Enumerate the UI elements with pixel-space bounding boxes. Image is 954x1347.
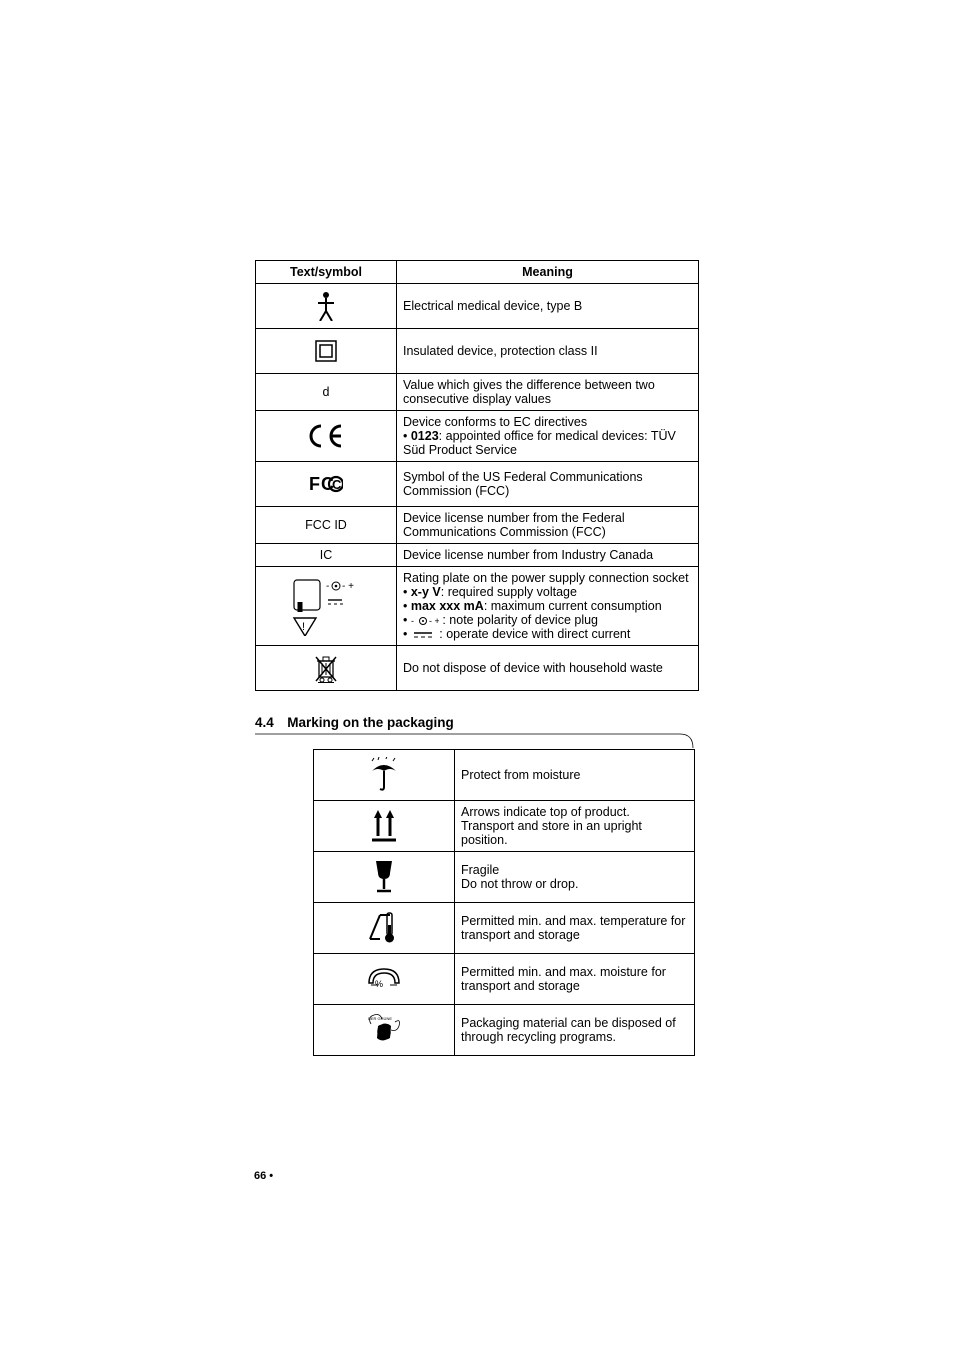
symbol-humidity: % — [314, 954, 455, 1005]
fragile-glass-icon — [372, 859, 396, 893]
fcc-logo-icon: FCC — [309, 473, 343, 495]
symbol-d: d — [256, 374, 397, 411]
meaning-temperature: Permitted min. and max. temperature for … — [455, 903, 695, 954]
person-icon — [312, 291, 340, 321]
symbol-ic: IC — [256, 544, 397, 567]
meaning-fcc: Symbol of the US Federal Communications … — [397, 462, 699, 507]
meaning-ic: Device license number from Industry Cana… — [397, 544, 699, 567]
meaning-class-ii: Insulated device, protection class II — [397, 329, 699, 374]
symbol-fcc: FCC — [256, 462, 397, 507]
double-square-icon — [315, 340, 337, 362]
rating-plate-icon: - - + ! — [286, 576, 366, 636]
svg-text:-: - — [326, 581, 329, 592]
col-header-meaning: Meaning — [397, 261, 699, 284]
section-heading: 4.4 Marking on the packaging — [255, 715, 699, 730]
symbol-weee — [256, 646, 397, 691]
meaning-recycle: Packaging material can be disposed of th… — [455, 1005, 695, 1056]
polarity-icon: - - + — [411, 616, 439, 626]
meaning-humidity: Permitted min. and max. moisture for tra… — [455, 954, 695, 1005]
humidity-range-icon: % — [365, 963, 403, 993]
meaning-weee: Do not dispose of device with household … — [397, 646, 699, 691]
meaning-fcc-id: Device license number from the Federal C… — [397, 507, 699, 544]
symbol-this-way-up — [314, 801, 455, 852]
no-dispose-bin-icon — [312, 653, 340, 683]
meaning-fragile: FragileDo not throw or drop. — [455, 852, 695, 903]
svg-text:- +: - + — [342, 581, 354, 592]
svg-text:%: % — [375, 979, 383, 989]
svg-text:C: C — [332, 477, 342, 492]
svg-text:- +: - + — [429, 616, 439, 626]
meaning-d: Value which gives the difference between… — [397, 374, 699, 411]
recycle-icon: DER GRÜNE — [364, 1012, 404, 1046]
symbol-class-ii — [256, 329, 397, 374]
symbol-type-b — [256, 284, 397, 329]
symbol-rating-plate: - - + ! — [256, 567, 397, 646]
dc-icon — [414, 631, 432, 639]
svg-text:DER GRÜNE: DER GRÜNE — [368, 1016, 392, 1021]
arrows-up-icon — [369, 808, 399, 842]
col-header-symbol: Text/symbol — [256, 261, 397, 284]
symbol-ce — [256, 411, 397, 462]
svg-text:F: F — [309, 474, 320, 494]
divider-curve — [255, 732, 695, 752]
symbol-recycle: DER GRÜNE — [314, 1005, 455, 1056]
meaning-this-way-up: Arrows indicate top of product.Transport… — [455, 801, 695, 852]
thermometer-range-icon — [367, 909, 401, 945]
ce-mark-icon — [306, 422, 346, 450]
symbol-fragile — [314, 852, 455, 903]
symbol-fcc-id: FCC ID — [256, 507, 397, 544]
page-number: 66 • — [254, 1170, 273, 1182]
umbrella-icon — [368, 757, 400, 791]
meaning-type-b: Electrical medical device, type B — [397, 284, 699, 329]
meaning-rating-plate: Rating plate on the power supply connect… — [397, 567, 699, 646]
symbol-temperature — [314, 903, 455, 954]
svg-text:-: - — [411, 616, 414, 626]
symbol-moisture — [314, 750, 455, 801]
svg-text:!: ! — [302, 621, 305, 633]
meaning-ce: Device conforms to EC directives • 0123:… — [397, 411, 699, 462]
identification-table: Text/symbol Meaning Electrical medical d… — [255, 260, 699, 691]
packaging-table: Protect from moisture Arrows indicate to… — [313, 749, 695, 1056]
meaning-moisture: Protect from moisture — [455, 750, 695, 801]
